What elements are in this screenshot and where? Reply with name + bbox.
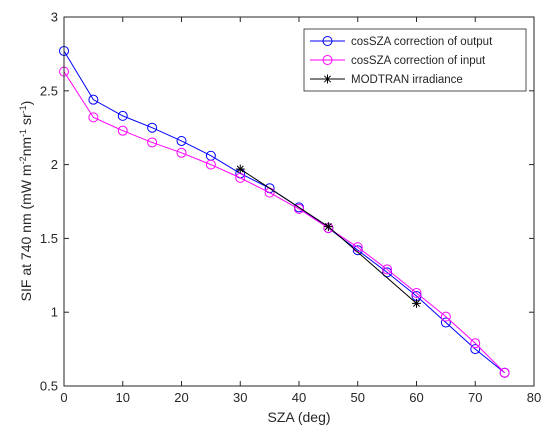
cossza-correction-of-input-point [294, 203, 304, 214]
cossza-correction-of-output-point [440, 317, 451, 328]
modtran-irradiance-point-stroke [324, 223, 332, 231]
series-cossza-correction-of-input [59, 66, 510, 378]
legend-swatch-marker-stroke [323, 75, 332, 83]
cossza-correction-of-input-point [470, 338, 481, 349]
x-axis-label: SZA (deg) [267, 409, 330, 425]
cossza-correction-of-input-point [147, 137, 158, 148]
cossza-correction-of-input-point [117, 125, 128, 136]
cossza-correction-of-input-point [176, 147, 187, 158]
legend-items: cosSZA correction of output cosSZA correc… [310, 36, 493, 86]
series-modtran-irradiance [235, 164, 421, 308]
cossza-correction-of-input-point [382, 264, 393, 275]
x-tick-label: 0 [60, 390, 67, 405]
cossza-correction-of-output-point [117, 110, 128, 121]
modtran-irradiance-point [235, 164, 245, 174]
legend-label: MODTRAN irradiance [351, 74, 463, 86]
legend-item-modtran-irradiance: MODTRAN irradiance [310, 74, 463, 86]
legend-swatch-marker [322, 55, 333, 65]
x-tick-label: 70 [468, 390, 482, 405]
x-tick-label: 10 [116, 390, 130, 405]
y-axis-label: SIF at 740 nm (mW m-2nm-1 sr-1) [18, 101, 34, 302]
cossza-correction-of-input-line [63, 71, 505, 374]
y-tick-label: 3 [51, 10, 58, 25]
modtran-irradiance-point [323, 222, 333, 232]
cossza-correction-of-output-point [382, 267, 393, 278]
legend-label: cosSZA correction of input [351, 55, 486, 67]
x-tick-label: 20 [174, 390, 188, 405]
y-tick-label: 1.5 [40, 231, 58, 246]
cossza-correction-of-output-point [470, 344, 481, 355]
legend-label: cosSZA correction of output [351, 36, 493, 48]
cossza-correction-of-input-point [411, 288, 422, 299]
legend-item-cossza-correction-of-output: cosSZA correction of output [310, 36, 493, 48]
y-tick-label: 2.5 [40, 83, 58, 98]
cossza-correction-of-output-point [88, 94, 99, 105]
x-tick-label: 30 [233, 390, 247, 405]
x-tick-label: 60 [409, 390, 423, 405]
modtran-irradiance-point [412, 298, 421, 308]
modtran-irradiance-point-stroke [236, 165, 244, 173]
cossza-correction-of-input-point [205, 159, 216, 170]
cossza-correction-of-input-point [440, 311, 451, 322]
cossza-correction-of-input-point [88, 112, 99, 123]
modtran-irradiance-point-stroke [412, 299, 421, 307]
x-tick-label: 80 [527, 390, 541, 405]
legend-swatch-marker [322, 36, 333, 46]
ticks-layer: 0 10 20 30 40 50 60 70 80 0.5 1 1.5 2 2.5 3 [40, 10, 541, 406]
legend-item-cossza-correction-of-input: cosSZA correction of input [310, 55, 486, 67]
x-tick-label: 50 [351, 390, 365, 405]
y-tick-label: 0.5 [40, 379, 58, 394]
cossza-correction-of-output-point [176, 135, 187, 146]
y-tick-label: 2 [51, 157, 58, 172]
y-tick-label: 1 [51, 305, 58, 320]
series-layer [59, 45, 510, 378]
cossza-correction-of-input-point [499, 367, 510, 378]
x-tick-label: 40 [292, 390, 306, 405]
legend: cosSZA correction of output cosSZA correc… [303, 28, 527, 92]
cossza-correction-of-output-point [147, 122, 158, 133]
legend-swatch-marker [323, 74, 332, 84]
